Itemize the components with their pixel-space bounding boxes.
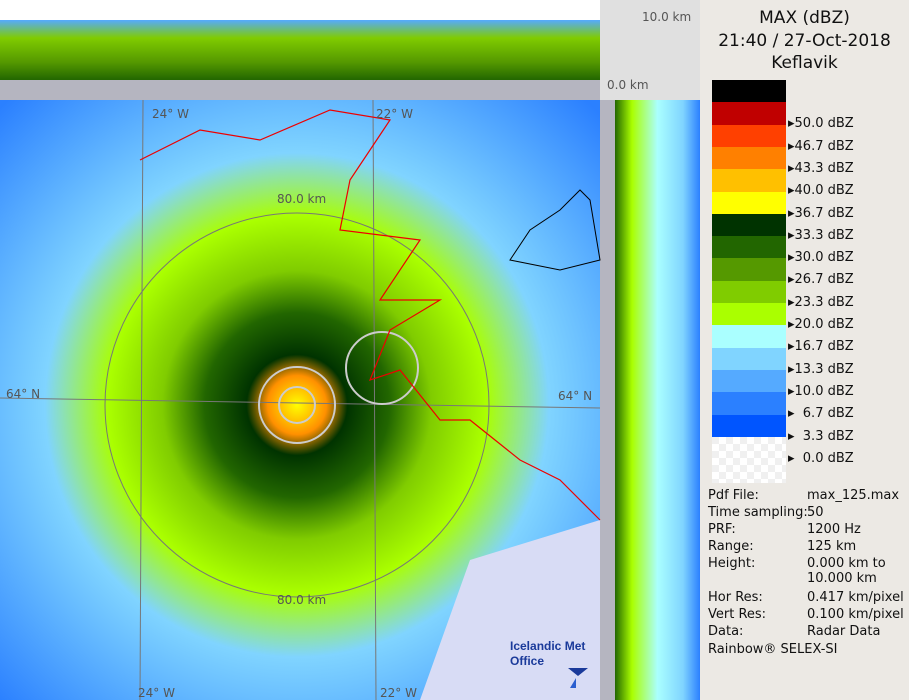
radar-map: 10.0 km 0.0 km 24° W 22° W 24° W 22° W 6… (0, 0, 700, 700)
height-top-label: 10.0 km (642, 10, 691, 24)
info-key: Pdf File: (708, 488, 759, 503)
legend-label: ▸ 6.7 dBZ (788, 406, 854, 422)
legend-swatch (712, 369, 786, 393)
info-key: Range: (708, 539, 754, 554)
legend-swatch (712, 80, 786, 103)
legend-swatch (712, 436, 786, 483)
corner-box (600, 0, 700, 100)
info-value: 125 km (807, 539, 857, 554)
legend-label: ▸33.3 dBZ (788, 227, 854, 243)
legend-label: ▸46.7 dBZ (788, 138, 854, 154)
legend-swatch (712, 280, 786, 304)
info-value: 0.417 km/pixel (807, 590, 904, 605)
legend-swatch (712, 236, 786, 260)
legend-swatch (712, 258, 786, 282)
legend-label: ▸23.3 dBZ (788, 294, 854, 310)
lon-label: 22° W (376, 107, 413, 121)
lon-label: 24° W (138, 686, 175, 700)
legend-label: ▸50.0 dBZ (788, 116, 854, 132)
legend-swatch (712, 392, 786, 416)
legend-label: ▸ 0.0 dBZ (788, 450, 854, 466)
info-key: Data: (708, 624, 744, 639)
info-key: Vert Res: (708, 607, 767, 622)
info-value: 0.000 km to 10.000 km (807, 556, 886, 586)
info-value: Radar Data (807, 624, 881, 639)
info-key: Height: (708, 556, 756, 571)
graticule (0, 99, 601, 700)
legend-swatch (712, 124, 786, 148)
right-cross-section (615, 100, 700, 700)
land-outline (509, 189, 601, 271)
lon-label: 24° W (152, 107, 189, 121)
right-ground-bar (600, 100, 615, 700)
legend-label: ▸40.0 dBZ (788, 183, 854, 199)
height-bottom-label: 0.0 km (607, 78, 649, 92)
datetime: 21:40 / 27-Oct-2018 (718, 31, 891, 51)
info-value: 0.100 km/pixel (807, 607, 904, 622)
legend-swatch (712, 213, 786, 237)
legend-label: ▸43.3 dBZ (788, 160, 854, 176)
lat-label: 64° N (6, 387, 40, 401)
info-key: Hor Res: (708, 590, 763, 605)
info-value: 1200 Hz (807, 522, 861, 537)
svg-text:Icelandic Met: Icelandic Met (510, 639, 585, 653)
lon-label: 22° W (380, 686, 417, 700)
lat-label: 64° N (558, 389, 592, 403)
footer: Rainbow® SELEX-SI (708, 642, 838, 657)
legend-panel: MAX (dBZ) 21:40 / 27-Oct-2018 Keflavik ▸… (700, 0, 909, 700)
legend-label: ▸10.0 dBZ (788, 383, 854, 399)
no-data-area (420, 520, 600, 700)
legend-swatch (712, 191, 786, 215)
product-title: MAX (dBZ) (759, 8, 850, 28)
legend-swatch (712, 347, 786, 371)
legend-swatch (712, 169, 786, 193)
legend-label: ▸ 3.3 dBZ (788, 428, 854, 444)
info-value: max_125.max (807, 488, 900, 503)
legend-swatch (712, 414, 786, 438)
legend-label: ▸16.7 dBZ (788, 339, 854, 355)
info-key: PRF: (708, 522, 736, 537)
site-name: Keflavik (771, 53, 838, 73)
top-ground-bar (0, 80, 600, 100)
coastline (139, 109, 601, 521)
svg-text:Office: Office (510, 654, 544, 668)
legend-swatch (712, 146, 786, 170)
info-value: 50 (807, 505, 824, 520)
range-ring-label: 80.0 km (277, 192, 326, 206)
legend-label: ▸26.7 dBZ (788, 272, 854, 288)
legend-swatch (712, 303, 786, 326)
imo-logo: Icelandic Met Office (510, 639, 588, 688)
legend-label: ▸13.3 dBZ (788, 361, 854, 377)
legend-swatch (712, 102, 786, 126)
range-ring-label: 80.0 km (277, 593, 326, 607)
info-key: Time sampling: (708, 505, 808, 520)
legend-label: ▸20.0 dBZ (788, 317, 854, 332)
legend-swatch (712, 325, 786, 349)
top-cross-section (0, 20, 600, 80)
legend-label: ▸30.0 dBZ (788, 250, 854, 266)
legend-label: ▸36.7 dBZ (788, 205, 854, 221)
